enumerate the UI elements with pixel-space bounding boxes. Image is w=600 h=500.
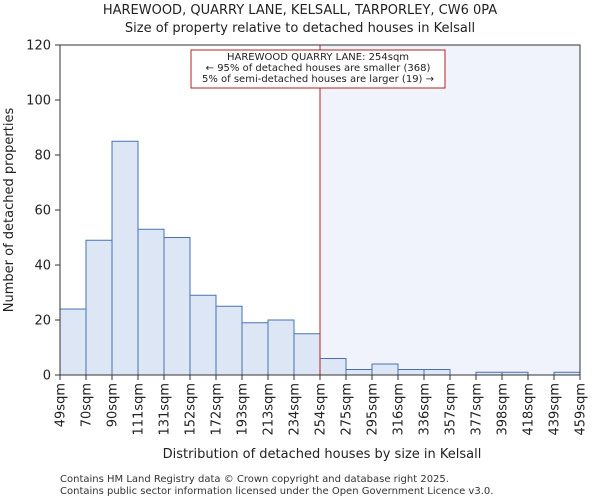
x-tick-label: 275sqm <box>340 383 355 436</box>
bar <box>137 228 165 376</box>
bar <box>215 305 243 376</box>
bar <box>111 140 139 376</box>
y-tick-label: 20 <box>34 314 51 329</box>
bar <box>189 294 217 376</box>
x-tick-label: 357sqm <box>444 383 459 436</box>
bar <box>85 239 113 376</box>
x-tick-label: 49sqm <box>54 383 69 427</box>
x-tick-label: 336sqm <box>418 383 433 436</box>
annotation-line-2: ← 95% of detached houses are smaller (36… <box>206 63 431 74</box>
y-tick-label: 80 <box>34 149 51 164</box>
bar <box>371 363 399 376</box>
y-axis-label: Number of detached properties <box>2 108 17 313</box>
chart-subtitle: Size of property relative to detached ho… <box>125 21 475 36</box>
x-tick-label: 439sqm <box>548 383 563 436</box>
chart-title: HAREWOOD, QUARRY LANE, KELSALL, TARPORLE… <box>103 3 497 18</box>
annotation-box <box>190 49 446 89</box>
bar <box>293 333 321 376</box>
x-tick-label: 152sqm <box>184 383 199 436</box>
x-tick-label: 70sqm <box>80 383 95 427</box>
x-tick-label: 295sqm <box>366 383 381 436</box>
x-tick-label: 213sqm <box>262 383 277 436</box>
x-tick-label: 418sqm <box>522 383 537 436</box>
x-tick-label: 316sqm <box>392 383 407 436</box>
x-tick-label: 193sqm <box>236 383 251 436</box>
bar <box>319 358 347 376</box>
y-tick-label: 40 <box>34 259 51 274</box>
x-tick-label: 111sqm <box>132 383 147 436</box>
x-tick-label: 131sqm <box>158 383 173 436</box>
x-tick-label: 254sqm <box>314 383 329 436</box>
y-tick-label: 120 <box>26 39 51 54</box>
y-tick-label: 0 <box>43 369 51 384</box>
annotation-line-3: 5% of semi-detached houses are larger (1… <box>202 74 434 85</box>
x-tick-label: 459sqm <box>574 383 589 436</box>
bar <box>423 369 451 376</box>
bar <box>345 369 373 376</box>
y-axis-ticks: 0 20 40 60 80 100 120 <box>26 39 60 384</box>
y-tick-label: 60 <box>34 204 51 219</box>
footer-line-1: Contains HM Land Registry data © Crown c… <box>60 474 449 485</box>
bar <box>267 319 295 376</box>
highlight-region <box>320 45 580 375</box>
bars <box>59 140 581 376</box>
bar <box>397 369 425 376</box>
annotation-line-1: HAREWOOD QUARRY LANE: 254sqm <box>227 52 409 63</box>
footer-line-2: Contains public sector information licen… <box>60 486 493 497</box>
x-tick-label: 234sqm <box>288 383 303 436</box>
x-tick-label: 398sqm <box>496 383 511 436</box>
bar <box>163 237 191 376</box>
y-tick-label: 100 <box>26 94 51 109</box>
bar <box>59 308 87 376</box>
bar <box>241 322 269 376</box>
x-tick-label: 377sqm <box>470 383 485 436</box>
x-axis-ticks: 49sqm 70sqm 90sqm 111sqm 131sqm 152sqm 172sqm 1… <box>54 375 589 436</box>
x-tick-label: 172sqm <box>210 383 225 436</box>
x-tick-label: 90sqm <box>106 383 121 427</box>
x-axis-label: Distribution of detached houses by size … <box>163 447 482 462</box>
